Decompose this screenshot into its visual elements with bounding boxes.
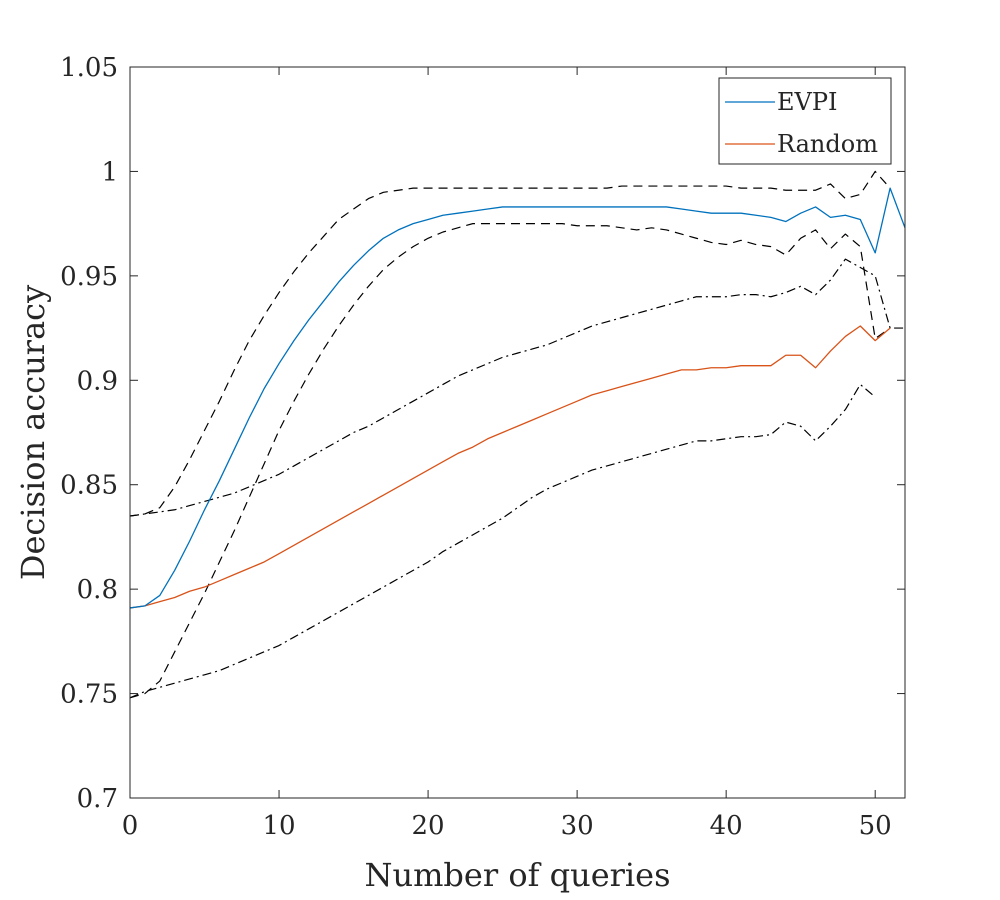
- legend: EVPI Random: [718, 77, 892, 165]
- y-tick-label: 0.85: [60, 471, 118, 501]
- legend-label: Random: [777, 130, 878, 158]
- x-axis: 0 10 20 30 40 50: [122, 67, 892, 841]
- y-axis: 0.7 0.75 0.8 0.85 0.9 0.95 1 1.05: [60, 53, 905, 814]
- x-axis-title: Number of queries: [364, 856, 670, 894]
- y-tick-label: 0.75: [60, 680, 118, 710]
- series-line-random: [130, 325, 891, 609]
- x-tick-label: 40: [710, 811, 743, 841]
- y-tick-label: 0.9: [77, 366, 118, 396]
- series-line-evpi: [130, 187, 905, 609]
- x-tick-label: 10: [262, 811, 295, 841]
- legend-box: [718, 77, 892, 165]
- y-tick-label: 0.95: [60, 262, 118, 292]
- y-tick-label: 0.7: [77, 784, 118, 814]
- x-tick-label: 20: [412, 811, 445, 841]
- x-tick-label: 50: [859, 811, 892, 841]
- series-line-random-upper-bound: [130, 258, 905, 517]
- y-tick-label: 1: [101, 157, 118, 187]
- plot-area: [130, 170, 905, 699]
- series-line-evpi-lower-bound: [130, 223, 891, 699]
- x-tick-label: 30: [561, 811, 594, 841]
- y-tick-label: 1.05: [60, 53, 118, 83]
- x-tick-label: 0: [122, 811, 139, 841]
- y-tick-label: 0.8: [77, 575, 118, 605]
- axes-box: [129, 66, 906, 799]
- y-axis-title: Decision accuracy: [14, 285, 52, 580]
- legend-label: EVPI: [777, 88, 837, 116]
